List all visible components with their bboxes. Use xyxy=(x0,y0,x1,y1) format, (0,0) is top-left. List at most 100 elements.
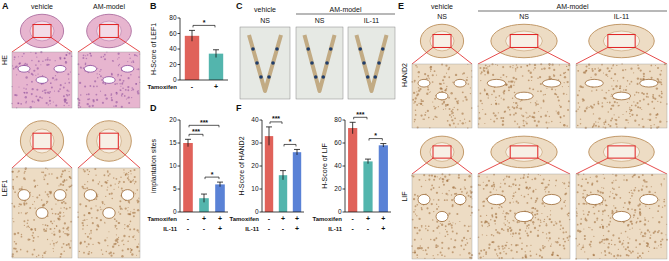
texture xyxy=(633,101,634,102)
texture xyxy=(35,52,37,54)
texture xyxy=(129,214,130,215)
image-frame xyxy=(78,118,140,164)
texture xyxy=(454,239,456,241)
texture xyxy=(584,110,586,112)
texture xyxy=(611,118,613,120)
texture xyxy=(485,64,487,66)
texture xyxy=(551,243,552,244)
texture xyxy=(61,173,63,175)
image-frame xyxy=(576,22,667,60)
texture xyxy=(445,89,446,90)
texture xyxy=(561,207,563,209)
texture xyxy=(639,107,641,109)
texture xyxy=(88,105,90,107)
texture xyxy=(507,220,508,221)
texture xyxy=(82,186,84,188)
texture xyxy=(60,84,62,86)
texture xyxy=(108,252,110,254)
texture xyxy=(130,181,132,183)
texture xyxy=(422,250,423,251)
texture xyxy=(510,249,512,251)
texture xyxy=(526,245,528,247)
texture xyxy=(81,68,82,69)
texture xyxy=(414,209,415,210)
texture xyxy=(136,200,138,202)
gland xyxy=(585,79,603,87)
texture xyxy=(93,100,95,102)
texture xyxy=(134,183,135,184)
texture xyxy=(12,188,14,190)
texture xyxy=(637,77,639,79)
texture xyxy=(605,121,607,123)
texture xyxy=(64,222,66,224)
texture xyxy=(462,73,463,74)
texture xyxy=(416,215,417,216)
texture xyxy=(23,92,24,93)
texture xyxy=(421,238,422,239)
gland xyxy=(54,190,66,201)
texture xyxy=(433,187,435,189)
texture xyxy=(546,88,547,89)
texture xyxy=(100,207,101,208)
texture xyxy=(544,189,545,190)
texture xyxy=(592,70,594,72)
texture xyxy=(104,94,106,96)
texture xyxy=(78,99,80,101)
texture xyxy=(601,105,603,107)
texture xyxy=(29,207,31,209)
texture xyxy=(442,193,443,194)
tissue xyxy=(20,14,63,47)
texture xyxy=(135,181,137,183)
site xyxy=(275,47,279,51)
texture xyxy=(33,180,35,182)
texture xyxy=(414,194,416,196)
texture xyxy=(545,114,547,116)
texture xyxy=(37,73,38,74)
texture xyxy=(442,103,444,105)
zoom-line xyxy=(12,37,33,52)
texture xyxy=(66,99,67,100)
texture xyxy=(562,86,563,87)
texture xyxy=(493,188,494,189)
texture xyxy=(17,232,19,234)
texture xyxy=(19,62,21,64)
texture xyxy=(513,192,514,193)
texture xyxy=(445,229,446,230)
texture xyxy=(525,187,527,189)
image xyxy=(478,174,570,259)
texture xyxy=(583,72,585,74)
texture xyxy=(647,103,649,105)
column-label: AM-model xyxy=(93,3,125,10)
texture xyxy=(521,243,522,244)
texture xyxy=(87,54,89,56)
texture xyxy=(615,123,616,124)
texture xyxy=(39,96,41,98)
texture xyxy=(502,117,504,119)
texture xyxy=(541,202,543,204)
texture xyxy=(486,215,487,216)
texture xyxy=(544,94,545,95)
texture xyxy=(523,125,525,127)
texture xyxy=(452,112,454,114)
texture xyxy=(416,232,418,234)
texture xyxy=(414,251,416,253)
texture xyxy=(23,204,25,206)
texture xyxy=(430,188,432,190)
texture xyxy=(125,173,127,175)
texture xyxy=(502,190,504,192)
texture xyxy=(452,230,454,232)
texture xyxy=(31,60,32,61)
texture xyxy=(42,257,43,258)
texture xyxy=(430,71,431,72)
texture xyxy=(86,187,88,189)
texture xyxy=(448,247,450,249)
texture xyxy=(458,174,460,176)
texture xyxy=(113,60,114,61)
texture xyxy=(427,110,429,112)
texture xyxy=(64,179,66,181)
texture xyxy=(96,73,97,74)
texture xyxy=(448,223,450,225)
texture xyxy=(508,248,509,249)
texture xyxy=(54,91,55,92)
texture xyxy=(36,196,38,198)
